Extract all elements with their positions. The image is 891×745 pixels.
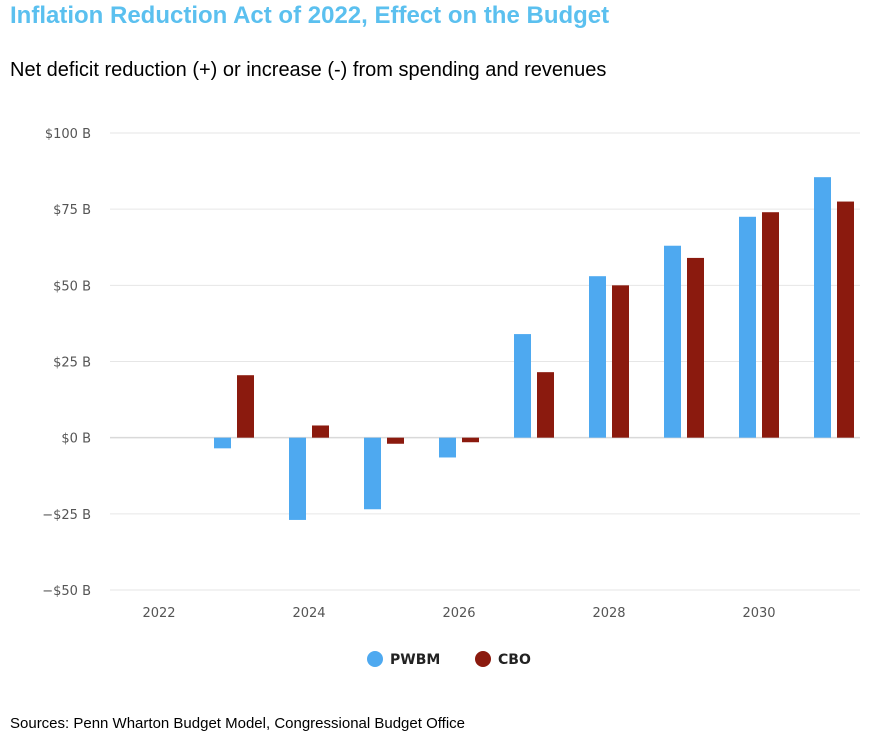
bar-cbo-2028[interactable] xyxy=(612,285,629,438)
bar-pwbm-2027[interactable] xyxy=(514,334,531,438)
bar-cbo-2027[interactable] xyxy=(537,372,554,438)
bar-cbo-2023[interactable] xyxy=(237,375,254,438)
legend[interactable]: PWBM CBO xyxy=(367,651,531,668)
bar-pwbm-2029[interactable] xyxy=(664,245,681,438)
legend-label: PWBM xyxy=(390,652,440,668)
y-tick-label: −$50 B xyxy=(42,584,91,599)
legend-label: CBO xyxy=(498,652,531,668)
y-tick-label: −$25 B xyxy=(42,508,91,523)
bar-pwbm-2031[interactable] xyxy=(814,177,831,438)
x-tick-label: 2030 xyxy=(742,606,775,621)
bar-pwbm-2028[interactable] xyxy=(589,276,606,438)
chart-subtitle: Net deficit reduction (+) or increase (-… xyxy=(10,59,607,81)
legend-swatch xyxy=(367,651,383,667)
y-tick-label: $75 B xyxy=(53,203,91,218)
bar-pwbm-2030[interactable] xyxy=(739,216,756,438)
bar-pwbm-2026[interactable] xyxy=(439,437,456,458)
bar-cbo-2030[interactable] xyxy=(762,212,779,438)
y-tick-label: $25 B xyxy=(53,356,91,371)
bar-chart: −$50 B −$25 B $0 B $25 B $50 B $75 B $100 B 20… xyxy=(42,127,860,668)
y-tick-label: $0 B xyxy=(61,432,91,447)
x-axis-tick-labels: 2022 2024 2026 2028 2030 xyxy=(142,606,775,621)
x-tick-label: 2028 xyxy=(592,606,625,621)
bar-cbo-2031[interactable] xyxy=(837,201,854,438)
legend-item-cbo[interactable]: CBO xyxy=(475,651,531,668)
bar-pwbm-2025[interactable] xyxy=(364,437,381,510)
x-tick-label: 2022 xyxy=(142,606,175,621)
sources-note: Sources: Penn Wharton Budget Model, Cong… xyxy=(10,715,465,732)
legend-item-pwbm[interactable]: PWBM xyxy=(367,651,440,668)
y-tick-label: $50 B xyxy=(53,279,91,294)
y-axis-tick-labels: −$50 B −$25 B $0 B $25 B $50 B $75 B $100 B xyxy=(42,127,91,599)
bar-cbo-2029[interactable] xyxy=(687,257,704,438)
chart-title: Inflation Reduction Act of 2022, Effect … xyxy=(10,2,610,29)
x-tick-label: 2024 xyxy=(292,606,325,621)
x-tick-label: 2026 xyxy=(442,606,475,621)
bar-cbo-2024[interactable] xyxy=(312,425,329,438)
grid-lines xyxy=(110,132,860,591)
bar-cbo-2026[interactable] xyxy=(462,437,479,443)
bar-pwbm-2023[interactable] xyxy=(214,437,231,449)
bars xyxy=(214,177,854,520)
bar-cbo-2025[interactable] xyxy=(387,437,404,444)
bar-pwbm-2024[interactable] xyxy=(289,437,306,520)
y-tick-label: $100 B xyxy=(45,127,91,142)
legend-swatch xyxy=(475,651,491,667)
